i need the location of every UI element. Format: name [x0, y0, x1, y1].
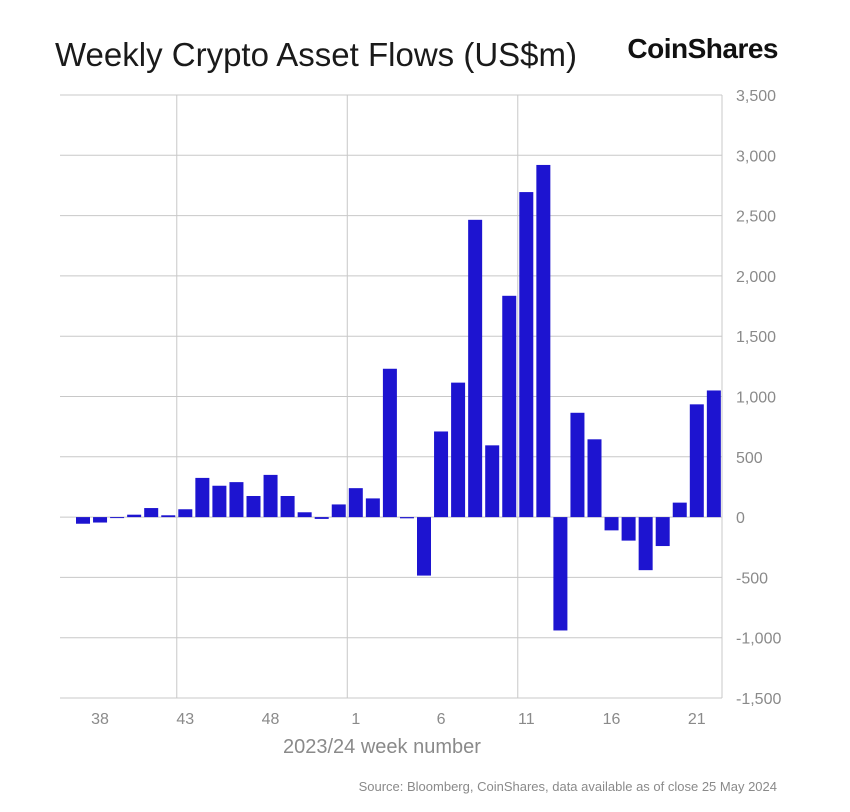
flow-bar [485, 445, 500, 518]
chart-title: Weekly Crypto Asset Flows (US$m) [55, 36, 578, 73]
x-tick-label: 48 [262, 711, 280, 728]
flow-bar [468, 219, 483, 518]
flow-bar [399, 517, 414, 519]
x-tick-label: 1 [351, 711, 360, 728]
tick-labels: -1,500 -1,000 -500 0 500 1,000 1,500 2,000 2,500… [91, 88, 781, 728]
flow-bar [161, 515, 176, 518]
y-tick-label: 1,000 [736, 390, 776, 407]
flow-bar [314, 517, 329, 519]
brand-logo: CoinShares [627, 33, 778, 64]
flow-bar [570, 412, 585, 518]
y-tick-label: 1,500 [736, 329, 776, 346]
source-note: Source: Bloomberg, CoinShares, data avai… [358, 779, 777, 794]
flow-bar [382, 368, 397, 518]
flow-bar [263, 474, 278, 518]
x-axis-label: 2023/24 week number [283, 736, 481, 758]
flow-bar [689, 404, 704, 518]
flow-bar [553, 517, 568, 631]
flow-bar [110, 517, 125, 519]
flow-bar [655, 517, 670, 547]
x-tick-label: 16 [603, 711, 621, 728]
flow-bar [519, 192, 534, 518]
flow-bar [297, 512, 312, 518]
flow-bar [229, 482, 244, 518]
flow-bar [280, 495, 295, 518]
flow-bar [706, 390, 721, 518]
y-tick-label: 3,500 [736, 88, 776, 105]
flow-bar [331, 504, 346, 518]
x-tick-label: 38 [91, 711, 109, 728]
flow-bar [451, 382, 466, 518]
y-tick-label: 500 [736, 450, 763, 467]
flow-bar [246, 495, 261, 518]
flow-bar [348, 488, 363, 518]
y-tick-label: 2,500 [736, 209, 776, 226]
y-tick-label: 2,000 [736, 269, 776, 286]
flow-bar [672, 502, 687, 518]
flow-bar [212, 485, 227, 518]
grid-lines [60, 94, 723, 699]
bars [76, 164, 721, 631]
flow-bar [93, 517, 108, 523]
flow-bar [127, 514, 142, 518]
flow-bar [587, 439, 602, 518]
flow-bar [621, 517, 636, 541]
flow-bar [502, 295, 517, 518]
y-tick-label: 3,000 [736, 148, 776, 165]
x-tick-label: 11 [518, 711, 535, 728]
flow-bar [434, 431, 449, 518]
flow-bar [76, 517, 90, 524]
y-tick-label: -500 [736, 570, 768, 587]
flow-bar [195, 477, 210, 518]
y-tick-label: 0 [736, 510, 745, 527]
x-tick-label: 6 [437, 711, 446, 728]
flow-bar [604, 517, 619, 531]
x-tick-label: 21 [688, 711, 706, 728]
flow-bar [417, 517, 431, 576]
flow-bar [178, 509, 193, 518]
flow-bar [144, 508, 159, 518]
flow-bar [365, 498, 380, 518]
flow-bar [638, 517, 653, 571]
y-tick-label: -1,500 [736, 691, 781, 708]
y-tick-label: -1,000 [736, 631, 781, 648]
flow-bar [536, 164, 551, 518]
x-tick-label: 43 [176, 711, 194, 728]
